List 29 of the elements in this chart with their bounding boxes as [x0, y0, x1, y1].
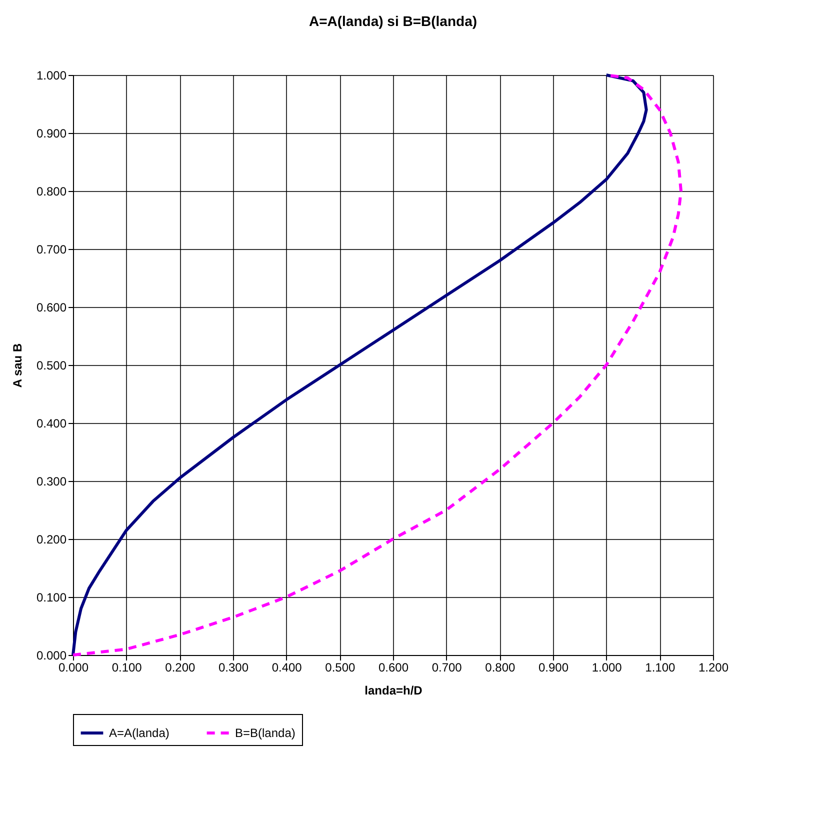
- x-axis-title: landa=h/D: [364, 684, 423, 698]
- x-tick-label: 0.100: [112, 660, 142, 674]
- x-tick-label: 0.800: [485, 660, 516, 674]
- y-tick-label: 0.900: [36, 126, 67, 140]
- y-axis-title: A sau B: [10, 343, 24, 388]
- y-tick-label: 0.600: [36, 300, 67, 314]
- x-tick-label: 1.100: [645, 660, 676, 674]
- legend-label: A=A(landa): [109, 726, 170, 740]
- x-tick-label: 0.200: [165, 660, 196, 674]
- y-tick-label: 0.400: [36, 416, 67, 430]
- y-tick-label: 0.800: [36, 184, 67, 198]
- x-tick-label: 0.900: [538, 660, 569, 674]
- chart-title: A=A(landa) si B=B(landa): [308, 13, 478, 29]
- y-tick-label: 0.500: [36, 358, 67, 372]
- x-tick-label: 0.000: [58, 660, 89, 674]
- x-tick-label: 0.600: [378, 660, 409, 674]
- legend-label: B=B(landa): [235, 726, 296, 740]
- x-tick-label: 0.700: [432, 660, 462, 674]
- y-tick-label: 0.700: [36, 242, 67, 256]
- y-tick-label: 0.300: [36, 474, 67, 488]
- x-tick-label: 1.000: [592, 660, 622, 674]
- y-tick-label: 0.000: [36, 648, 67, 662]
- x-tick-label: 0.500: [325, 660, 356, 674]
- y-tick-label: 0.200: [36, 532, 67, 546]
- y-tick-label: 0.100: [36, 590, 67, 604]
- x-tick-label: 1.200: [698, 660, 729, 674]
- x-tick-label: 0.300: [218, 660, 249, 674]
- y-tick-label: 1.000: [36, 68, 67, 82]
- x-tick-label: 0.400: [272, 660, 302, 674]
